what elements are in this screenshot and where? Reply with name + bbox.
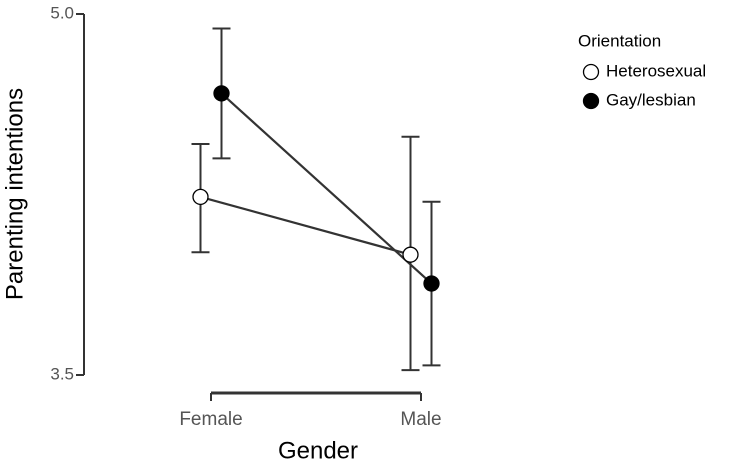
x-axis-title: Gender — [278, 437, 358, 464]
legend-marker — [582, 92, 600, 110]
series-line — [200, 195, 411, 256]
legend-label: Gay/lesbian — [606, 90, 696, 109]
series-line — [220, 92, 433, 285]
y-axis-title: Parenting intentions — [1, 88, 28, 300]
legend-title: Orientation — [578, 31, 661, 50]
y-tick-label: 5.0 — [50, 3, 74, 22]
point — [402, 246, 419, 263]
point — [192, 188, 209, 206]
legend-marker — [582, 63, 600, 81]
legend-label: Heterosexual — [606, 61, 706, 80]
x-tick-label: Male — [400, 409, 441, 430]
x-tick-label: Female — [179, 409, 242, 430]
point — [423, 275, 440, 292]
point — [213, 85, 230, 102]
y-tick-label: 3.5 — [50, 364, 74, 383]
